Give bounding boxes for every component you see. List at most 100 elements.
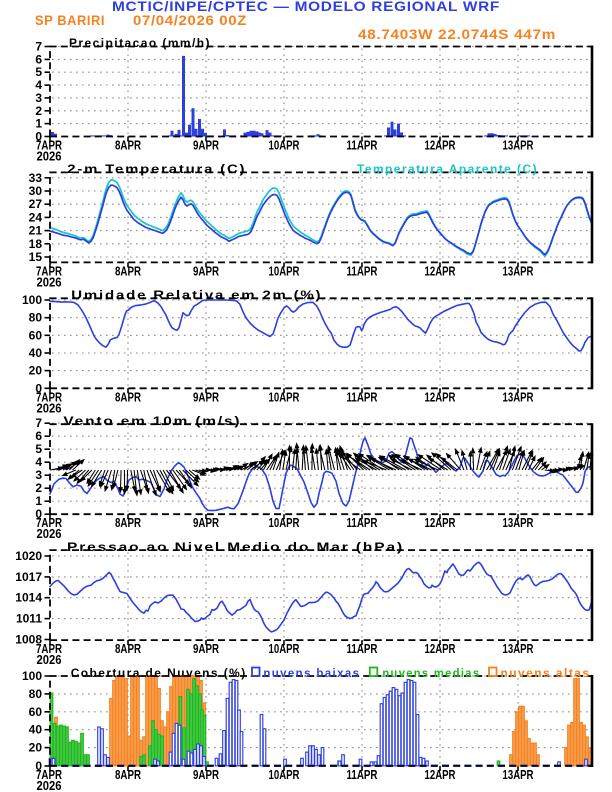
svg-text:7APR: 7APR [36,138,62,153]
svg-text:9APR: 9APR [193,138,219,153]
svg-text:8APR: 8APR [115,515,141,530]
svg-text:9APR: 9APR [193,515,219,530]
svg-text:11APR: 11APR [347,138,378,153]
svg-text:1020: 1020 [15,549,42,563]
svg-text:7APR: 7APR [36,263,62,278]
svg-text:8APR: 8APR [115,767,141,782]
svg-text:20: 20 [29,364,43,378]
svg-text:12APR: 12APR [425,138,456,153]
svg-text:7APR: 7APR [36,641,62,656]
svg-text:Cobertura de Nuvens (%): Cobertura de Nuvens (%) [71,666,247,680]
svg-text:11APR: 11APR [347,263,378,278]
svg-text:40: 40 [29,723,43,737]
svg-text:20: 20 [29,741,43,755]
svg-text:1014: 1014 [15,591,42,605]
svg-text:13APR: 13APR [503,138,534,153]
svg-text:2: 2 [35,104,42,118]
svg-text:1008: 1008 [15,633,42,647]
svg-text:1: 1 [35,494,42,508]
svg-text:07/04/2026 00Z: 07/04/2026 00Z [133,13,247,28]
svg-text:MCTIC/INPE/CPTEC — MODELO REGI: MCTIC/INPE/CPTEC — MODELO REGIONAL WRF [112,0,500,14]
svg-text:80: 80 [29,311,43,325]
svg-text:40: 40 [29,346,43,360]
svg-text:2026: 2026 [37,526,62,541]
svg-text:18: 18 [29,237,43,251]
svg-text:11APR: 11APR [347,515,378,530]
svg-text:nuvens medias: nuvens medias [382,666,480,680]
svg-text:2026: 2026 [37,652,62,667]
svg-text:5: 5 [35,442,42,456]
svg-text:0: 0 [35,759,42,773]
svg-text:Vento em 10m (m/s): Vento em 10m (m/s) [63,414,241,428]
svg-text:33: 33 [29,171,43,185]
svg-text:10APR: 10APR [269,767,300,782]
svg-text:12APR: 12APR [425,389,456,404]
svg-text:10APR: 10APR [269,389,300,404]
svg-text:0: 0 [35,130,42,144]
svg-text:Pressao ao Nivel Medio do Mar: Pressao ao Nivel Medio do Mar (hPa) [67,540,404,554]
svg-text:27: 27 [29,197,43,211]
svg-text:2026: 2026 [37,778,62,792]
svg-text:3: 3 [35,468,42,482]
svg-text:9APR: 9APR [193,389,219,404]
svg-text:10APR: 10APR [269,263,300,278]
svg-text:2026: 2026 [37,400,62,415]
svg-text:13APR: 13APR [503,641,534,656]
svg-text:Temperatura Aparente (C): Temperatura Aparente (C) [357,162,538,176]
svg-text:Precipitacao (mm/h): Precipitacao (mm/h) [69,36,211,50]
svg-text:5: 5 [35,65,42,79]
svg-text:2026: 2026 [37,274,62,289]
svg-text:11APR: 11APR [347,767,378,782]
svg-text:10APR: 10APR [269,515,300,530]
svg-text:100: 100 [22,669,42,683]
svg-text:7: 7 [35,40,42,54]
svg-text:8APR: 8APR [115,138,141,153]
svg-text:7APR: 7APR [36,767,62,782]
svg-text:6: 6 [35,429,42,443]
svg-text:nuvens altas: nuvens altas [501,666,591,680]
svg-text:8APR: 8APR [115,389,141,404]
svg-text:9APR: 9APR [193,263,219,278]
svg-text:1017: 1017 [15,570,42,584]
svg-text:48.7403W 22.0744S 447m: 48.7403W 22.0744S 447m [358,27,556,42]
svg-text:10APR: 10APR [269,138,300,153]
svg-text:80: 80 [29,687,43,701]
svg-text:2: 2 [35,481,42,495]
svg-text:1011: 1011 [16,612,42,626]
svg-text:7APR: 7APR [36,389,62,404]
svg-text:6: 6 [35,52,42,66]
svg-text:7: 7 [35,416,42,430]
svg-text:SP BARIRI: SP BARIRI [35,13,105,28]
svg-text:9APR: 9APR [193,767,219,782]
svg-text:0: 0 [35,381,42,395]
svg-text:13APR: 13APR [503,767,534,782]
svg-text:12APR: 12APR [425,641,456,656]
svg-text:1: 1 [35,117,42,131]
svg-text:13APR: 13APR [503,389,534,404]
svg-text:60: 60 [29,328,43,342]
svg-text:3: 3 [35,91,42,105]
svg-text:2-m Temperatura (C): 2-m Temperatura (C) [67,162,246,176]
svg-text:Umidade Relativa em 2m (%): Umidade Relativa em 2m (%) [71,288,322,302]
svg-text:30: 30 [29,184,43,198]
svg-text:7APR: 7APR [36,515,62,530]
svg-text:9APR: 9APR [193,641,219,656]
svg-text:12APR: 12APR [425,263,456,278]
svg-text:21: 21 [29,224,43,238]
svg-text:24: 24 [29,210,43,224]
svg-text:13APR: 13APR [503,263,534,278]
svg-text:4: 4 [35,78,42,92]
svg-text:4: 4 [35,455,42,469]
svg-text:8APR: 8APR [115,263,141,278]
svg-text:60: 60 [29,705,43,719]
svg-text:13APR: 13APR [503,515,534,530]
svg-text:12APR: 12APR [425,767,456,782]
svg-text:2026: 2026 [37,149,62,164]
svg-text:11APR: 11APR [347,389,378,404]
svg-text:10APR: 10APR [269,641,300,656]
svg-text:nuvens baixas: nuvens baixas [263,666,360,680]
svg-text:12APR: 12APR [425,515,456,530]
svg-text:8APR: 8APR [115,641,141,656]
svg-text:11APR: 11APR [347,641,378,656]
svg-text:0: 0 [35,507,42,521]
